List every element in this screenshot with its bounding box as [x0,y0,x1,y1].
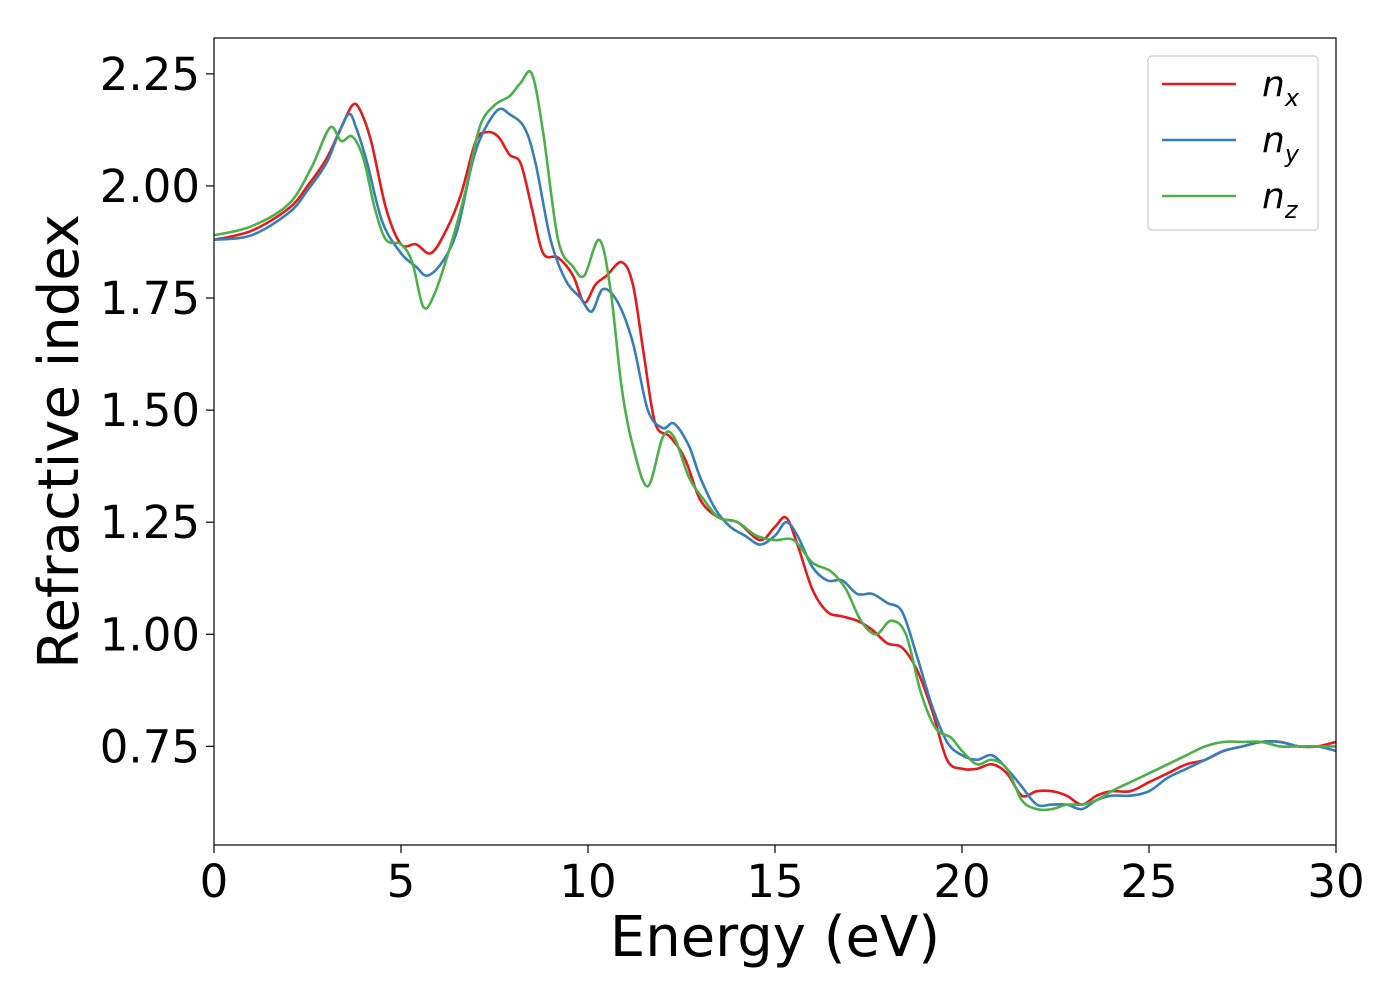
legend-label-subscript: x [1284,84,1300,112]
y-tick-label: 1.75 [100,272,200,325]
x-tick-label: 15 [746,855,803,908]
x-tick-label: 25 [1120,855,1177,908]
x-tick-label: 30 [1307,855,1364,908]
x-tick-label: 5 [387,855,416,908]
legend-label-main: n [1262,176,1285,217]
x-axis: 0 5 10 15 20 25 30 [200,845,1365,908]
x-tick-label: 20 [933,855,990,908]
legend-label-y: ny [1262,120,1300,168]
legend-label-z: nz [1262,176,1299,224]
y-tick-label: 1.25 [100,496,200,549]
legend-label-subscript: z [1284,196,1299,224]
series-line-z [214,69,1336,812]
legend-label-subscript: y [1284,140,1300,168]
y-tick-label: 1.50 [100,384,200,437]
y-tick-label: 0.75 [100,720,200,773]
legend-box [1147,55,1319,231]
y-axis: 0.75 1.00 1.25 1.50 1.75 2.00 2.25 [100,48,214,773]
y-tick-label: 2.25 [100,48,200,101]
x-axis-title: Energy (eV) [610,905,940,970]
x-tick-label: 0 [200,855,229,908]
y-tick-label: 1.00 [100,608,200,661]
series-layer [214,69,1336,812]
y-axis-title: Refractive index [27,214,92,669]
y-tick-label: 2.00 [100,160,200,213]
x-tick-label: 10 [559,855,616,908]
series-line-y [214,107,1336,811]
legend-label-x: nx [1262,64,1300,112]
legend-label-main: n [1262,64,1285,105]
legend-label-main: n [1262,120,1285,161]
